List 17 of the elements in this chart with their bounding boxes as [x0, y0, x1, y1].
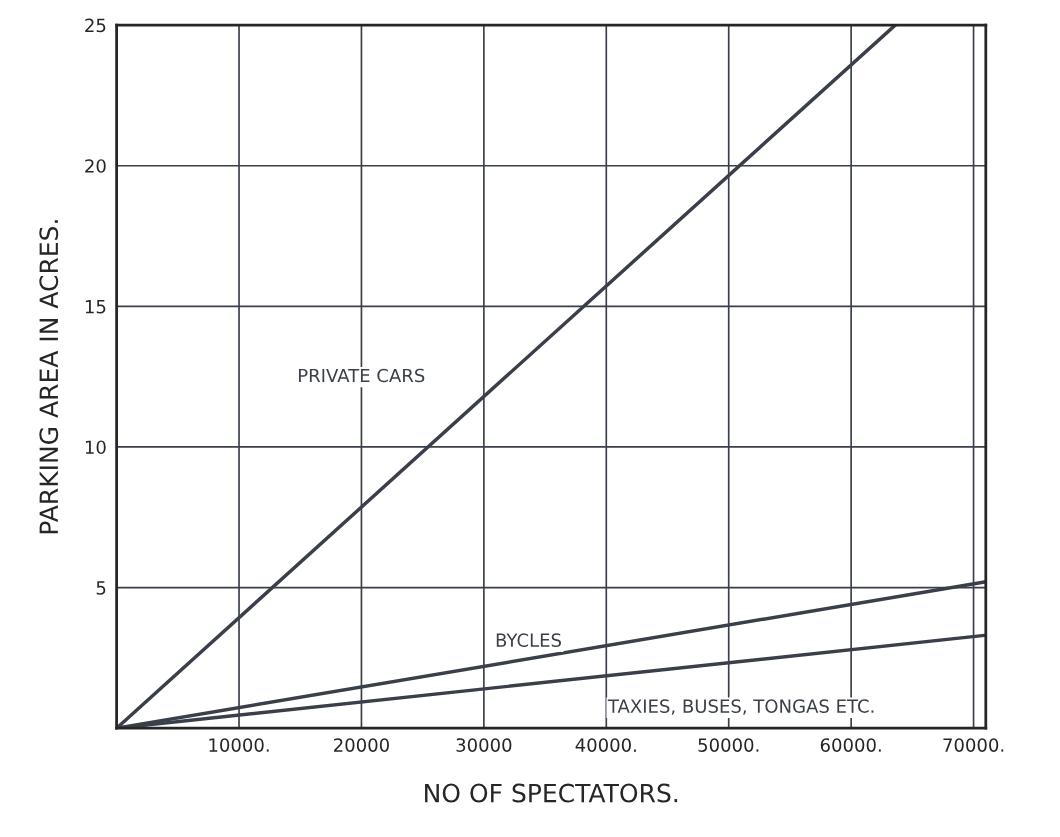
y-tick-label: 5 [96, 581, 106, 595]
series-label: TAXIES, BUSES, TONGAS ETC. [607, 699, 874, 715]
series-label: BYCLES [496, 633, 561, 648]
x-tick-label: 50000. [698, 738, 759, 752]
y-tick-label: 25 [85, 18, 106, 33]
x-tick-label: 60000. [820, 738, 881, 752]
x-tick-label: 30000 [456, 738, 512, 752]
y-tick-label: 10 [85, 440, 106, 455]
x-tick-label: 20000 [334, 738, 389, 752]
x-tick-label: 70000. [943, 738, 1004, 752]
y-tick-label: 15 [85, 300, 106, 314]
text: PRIVATE CARS [299, 368, 425, 383]
x-tick-label: 10000. [209, 738, 269, 752]
x-tick-label: 40000. [575, 738, 636, 752]
y-tick-label: 20 [85, 159, 106, 173]
y-axis-title: PARKING AREA IN ACRES. [39, 220, 59, 534]
x-axis-title: NO OF SPECTATORS. [425, 783, 678, 803]
